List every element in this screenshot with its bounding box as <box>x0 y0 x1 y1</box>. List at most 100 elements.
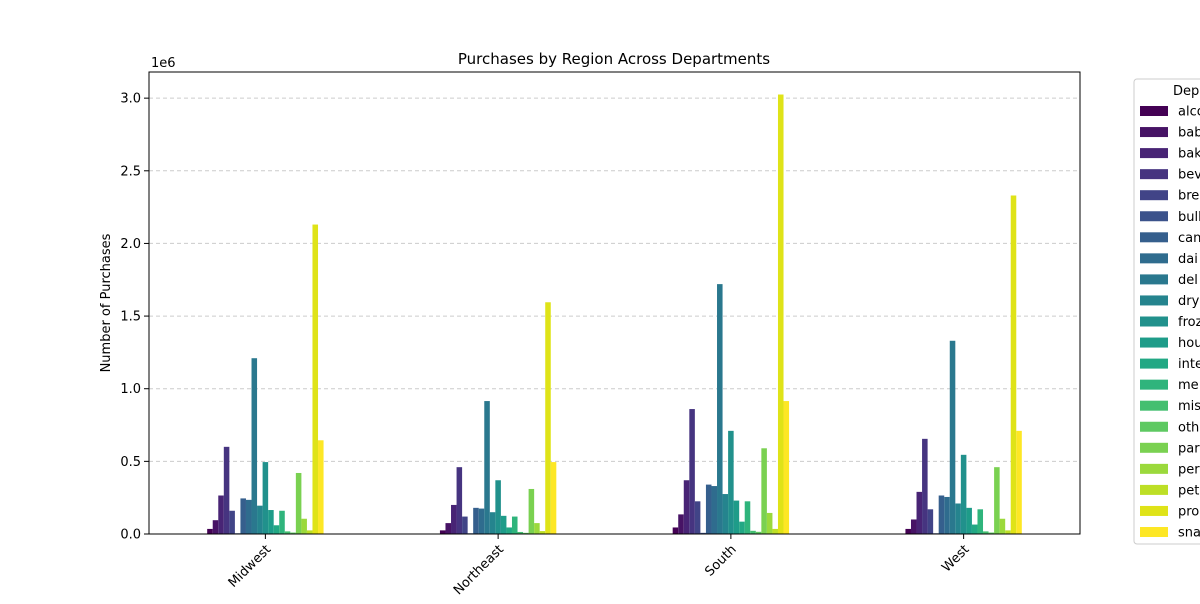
legend-swatch-par <box>1140 442 1168 453</box>
legend-label-inte: inte <box>1178 357 1200 372</box>
legend-label-par: par <box>1178 441 1200 456</box>
bar-bev-northeast <box>456 467 463 534</box>
legend-label-dry: dry <box>1178 294 1200 309</box>
legend-swatch-bak <box>1140 148 1168 159</box>
bar-sna-west <box>1016 430 1022 534</box>
bar-bab-south <box>678 514 684 534</box>
legend-label-del: del <box>1178 273 1198 288</box>
bar-dry-northeast <box>489 512 496 534</box>
bar-del-west <box>949 340 956 534</box>
x-tick-label: South <box>702 542 739 579</box>
bar-hou-south <box>733 500 740 534</box>
legend-label-bab: bab <box>1178 126 1200 141</box>
bars-layer <box>207 94 1022 535</box>
chart-title: Purchases by Region Across Departments <box>458 50 770 68</box>
bar-mis-west <box>983 531 989 534</box>
bar-bak-northeast <box>451 504 457 534</box>
bar-bev-west <box>922 438 928 534</box>
bar-me-northeast <box>511 516 518 534</box>
legend-swatch-dry <box>1140 295 1168 306</box>
bar-alco-south <box>672 527 679 534</box>
y-tick-label: 2.5 <box>120 164 141 179</box>
legend-swatch-bab <box>1140 127 1168 138</box>
legend-swatch-me <box>1140 379 1168 390</box>
bar-me-west <box>977 509 984 534</box>
bar-par-west <box>994 467 1000 534</box>
legend-swatch-sna <box>1140 527 1168 537</box>
bar-oth-northeast <box>523 532 529 534</box>
bar-dry-west <box>955 503 961 534</box>
bar-alco-midwest <box>207 528 213 534</box>
bar-pet-northeast <box>539 531 546 534</box>
bar-hou-west <box>966 507 972 534</box>
bar-oth-midwest <box>290 532 296 534</box>
bar-can-midwest <box>240 498 246 534</box>
legend-title: Dep <box>1173 84 1199 99</box>
bar-sna-northeast <box>550 462 557 534</box>
legend-label-pro: pro <box>1178 504 1199 519</box>
x-tick-label: West <box>939 542 972 575</box>
bar-sna-south <box>783 401 790 534</box>
legend-label-mis: mis <box>1178 399 1200 414</box>
legend-swatch-pro <box>1140 505 1168 516</box>
bar-per-west <box>999 518 1006 534</box>
bar-dai-west <box>944 496 950 534</box>
bar-par-northeast <box>528 488 535 534</box>
bar-inte-south <box>739 521 745 534</box>
legend: Dep alco bab bak bev bre bull can dai del dry froz h… <box>1133 78 1200 545</box>
bar-bak-south <box>683 480 690 534</box>
bar-bab-west <box>910 519 917 534</box>
legend-swatch-bev <box>1140 169 1168 180</box>
y-offset-label: 1e6 <box>151 56 176 71</box>
bar-bak-west <box>916 491 923 534</box>
bar-bre-west <box>927 509 934 534</box>
bar-pet-midwest <box>306 530 313 534</box>
bar-alco-west <box>905 528 911 534</box>
bar-can-northeast <box>473 507 479 534</box>
legend-swatch-per <box>1140 463 1168 474</box>
legend-label-me: me <box>1178 378 1199 393</box>
y-tick-label: 3.0 <box>120 92 141 107</box>
legend-swatch-froz <box>1140 316 1168 327</box>
bar-dry-south <box>722 494 729 534</box>
legend-label-froz: froz <box>1178 315 1200 330</box>
legend-label-bev: bev <box>1178 168 1200 183</box>
bar-inte-west <box>971 524 978 534</box>
legend-swatch-oth <box>1140 421 1168 432</box>
legend-swatch-del <box>1140 274 1168 285</box>
legend-label-hou: hou <box>1178 336 1200 351</box>
bar-dai-northeast <box>478 508 485 534</box>
y-tick-label: 0.5 <box>120 455 141 470</box>
bar-pro-northeast <box>545 302 551 534</box>
bar-bab-midwest <box>212 520 219 534</box>
legend-swatch-pet <box>1140 484 1168 495</box>
bar-dai-south <box>711 486 718 534</box>
bar-hou-midwest <box>268 510 274 534</box>
bar-per-northeast <box>534 523 540 534</box>
bar-par-south <box>761 448 767 534</box>
bar-bev-south <box>689 409 695 534</box>
bar-froz-west <box>960 454 967 534</box>
legend-label-pet: pet <box>1178 483 1199 498</box>
legend-label-bull: bull <box>1178 210 1200 225</box>
legend-label-bak: bak <box>1178 147 1200 162</box>
bar-per-south <box>766 512 773 534</box>
legend-label-alco: alco <box>1178 105 1200 120</box>
bar-bak-midwest <box>218 495 224 534</box>
bar-me-midwest <box>279 510 285 534</box>
x-tick-label: Northeast <box>451 542 507 598</box>
bar-oth-south <box>755 531 762 534</box>
bar-pet-south <box>772 528 778 534</box>
legend-swatch-can <box>1140 232 1168 243</box>
bar-me-south <box>744 501 751 534</box>
legend-label-bre: bre <box>1178 189 1199 204</box>
bar-par-midwest <box>295 472 302 534</box>
bar-pro-south <box>777 94 784 535</box>
y-tick-label: 1.5 <box>120 310 141 325</box>
legend-swatch-hou <box>1140 337 1168 348</box>
bar-inte-midwest <box>273 525 280 534</box>
grid-layer <box>149 97 1080 462</box>
bar-pet-west <box>1005 530 1011 534</box>
bar-bull-south <box>700 532 706 534</box>
